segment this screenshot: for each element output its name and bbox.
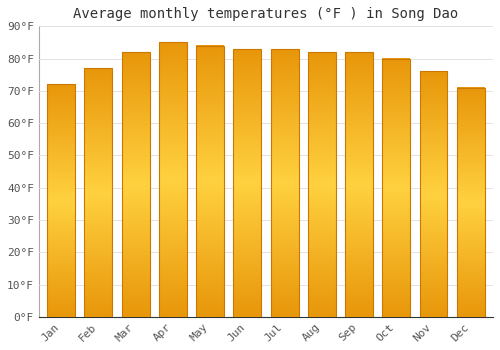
Bar bbox=[122, 52, 150, 317]
Bar bbox=[308, 52, 336, 317]
Bar bbox=[159, 42, 187, 317]
Bar bbox=[47, 84, 75, 317]
Bar bbox=[420, 71, 448, 317]
Bar bbox=[84, 68, 112, 317]
Bar bbox=[382, 58, 410, 317]
Bar bbox=[196, 46, 224, 317]
Bar bbox=[234, 49, 262, 317]
Title: Average monthly temperatures (°F ) in Song Dao: Average monthly temperatures (°F ) in So… bbox=[74, 7, 458, 21]
Bar bbox=[270, 49, 298, 317]
Bar bbox=[345, 52, 373, 317]
Bar bbox=[457, 88, 484, 317]
